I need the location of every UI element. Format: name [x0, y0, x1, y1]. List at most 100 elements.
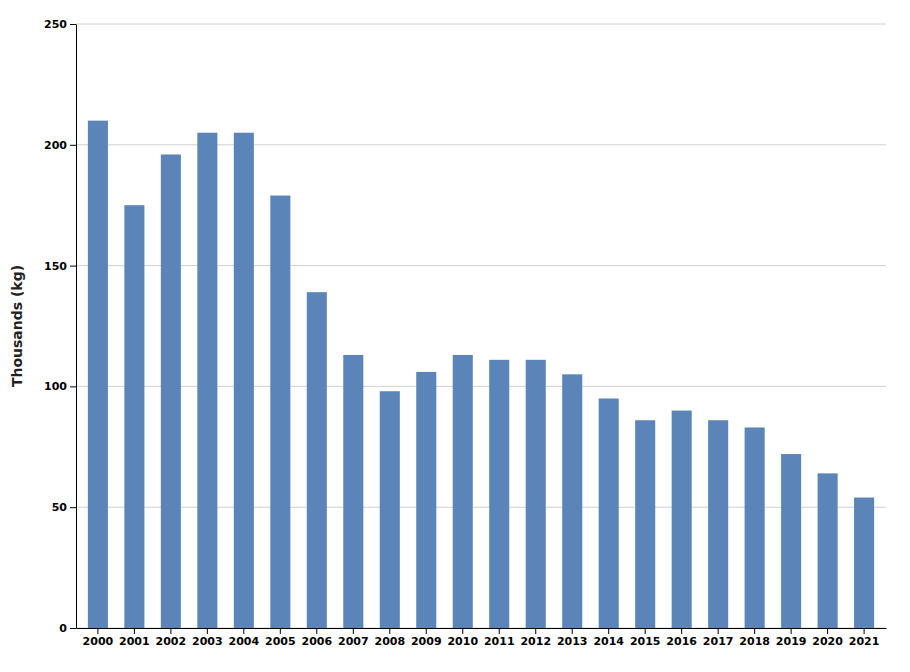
bar: [745, 427, 765, 628]
x-tick-mark: [462, 628, 463, 634]
bar: [708, 420, 728, 628]
x-tick-label: 2010: [447, 635, 478, 648]
x-tick-mark: [718, 628, 719, 634]
y-tick-mark: [70, 24, 76, 25]
chart: 2000200120022003200420052006200720082009…: [0, 0, 910, 672]
x-tick-mark: [280, 628, 281, 634]
x-tick-mark: [681, 628, 682, 634]
y-axis-line: [76, 25, 77, 629]
x-tick-mark: [864, 628, 865, 634]
x-tick-label: 2002: [156, 635, 187, 648]
x-tick-mark: [97, 628, 98, 634]
x-tick-label: 2005: [265, 635, 296, 648]
bar: [307, 292, 327, 628]
y-tick-mark: [70, 145, 76, 146]
y-tick-label: 100: [44, 380, 67, 393]
x-tick-mark: [426, 628, 427, 634]
y-tick-mark: [70, 507, 76, 508]
x-tick-label: 2009: [411, 635, 442, 648]
plot: 2000200120022003200420052006200720082009…: [44, 18, 886, 648]
x-tick-mark: [791, 628, 792, 634]
bar: [124, 205, 144, 628]
bar: [343, 355, 363, 628]
x-tick-label: 2016: [666, 635, 697, 648]
x-tick-label: 2001: [119, 635, 150, 648]
y-tick: 150: [44, 260, 76, 273]
y-tick-label: 250: [44, 18, 67, 31]
x-tick: 2008: [374, 628, 405, 648]
x-tick: 2011: [484, 628, 515, 648]
bar: [416, 372, 436, 628]
x-tick-label: 2020: [812, 635, 843, 648]
y-tick-label: 200: [44, 139, 67, 152]
x-tick: 2001: [119, 628, 150, 648]
x-tick: 2009: [411, 628, 442, 648]
x-tick: 2014: [593, 628, 624, 648]
bar: [88, 121, 108, 628]
y-tick-mark: [70, 628, 76, 629]
y-tick: 100: [44, 380, 76, 393]
bar: [781, 454, 801, 628]
y-tick: 50: [52, 501, 76, 514]
x-tick: 2017: [703, 628, 734, 648]
bar: [854, 498, 874, 628]
x-tick-label: 2013: [557, 635, 588, 648]
x-tick: 2015: [630, 628, 661, 648]
bar: [489, 360, 509, 628]
x-tick: 2020: [812, 628, 843, 648]
x-tick: 2006: [301, 628, 332, 648]
x-tick: 2021: [849, 628, 880, 648]
x-tick-mark: [827, 628, 828, 634]
x-axis: 2000 2001 2002 2003 2004 2005 2006 2007 2008 2009…: [77, 628, 887, 648]
x-tick-mark: [389, 628, 390, 634]
x-tick: 2010: [447, 628, 478, 648]
x-tick: 2016: [666, 628, 697, 648]
x-tick: 2005: [265, 628, 296, 648]
bar: [526, 360, 546, 628]
bar: [453, 355, 473, 628]
x-tick: 2002: [156, 628, 187, 648]
bars: [88, 121, 874, 628]
x-tick-label: 2012: [520, 635, 551, 648]
x-tick: 2012: [520, 628, 551, 648]
x-tick-label: 2008: [374, 635, 405, 648]
x-tick: 2013: [557, 628, 588, 648]
bar: [270, 196, 290, 628]
y-tick-mark: [70, 266, 76, 267]
grid: [76, 24, 886, 628]
bar: [161, 154, 181, 628]
x-tick-label: 2019: [776, 635, 807, 648]
x-tick-label: 2003: [192, 635, 223, 648]
x-tick-label: 2004: [229, 635, 260, 648]
x-tick-label: 2017: [703, 635, 734, 648]
y-tick: 200: [44, 139, 76, 152]
x-tick: 2019: [776, 628, 807, 648]
bar: [818, 473, 838, 628]
bar: [672, 411, 692, 628]
x-tick: 2000: [83, 628, 114, 648]
x-tick-label: 2007: [338, 635, 369, 648]
x-tick-mark: [243, 628, 244, 634]
bar: [380, 391, 400, 628]
x-tick-mark: [499, 628, 500, 634]
x-tick: 2004: [229, 628, 260, 648]
bar: [562, 374, 582, 628]
y-tick-label: 150: [44, 260, 67, 273]
x-tick-mark: [170, 628, 171, 634]
bar: [599, 398, 619, 628]
x-tick-mark: [535, 628, 536, 634]
bar: [234, 133, 254, 628]
x-tick-label: 2021: [849, 635, 880, 648]
x-tick-mark: [316, 628, 317, 634]
y-tick: 0: [59, 622, 76, 635]
x-tick: 2003: [192, 628, 223, 648]
x-tick-label: 2000: [83, 635, 114, 648]
bar: [197, 133, 217, 628]
x-tick-label: 2015: [630, 635, 661, 648]
x-tick-label: 2018: [739, 635, 770, 648]
x-tick: 2018: [739, 628, 770, 648]
x-tick-mark: [754, 628, 755, 634]
x-axis-line: [77, 628, 887, 629]
bar: [635, 420, 655, 628]
x-tick-mark: [353, 628, 354, 634]
